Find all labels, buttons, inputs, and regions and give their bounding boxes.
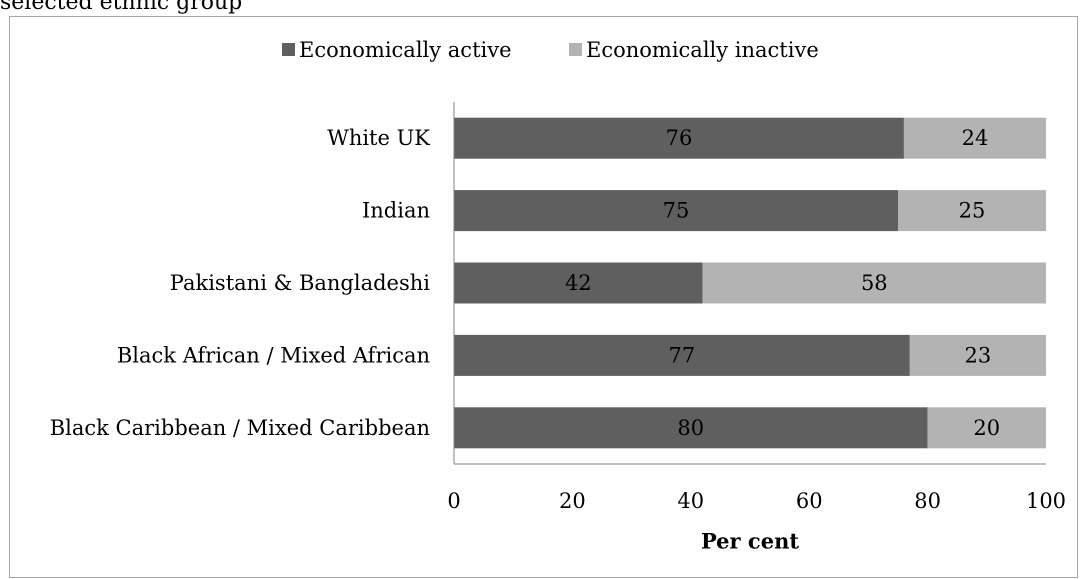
legend-swatch-active xyxy=(282,43,295,56)
bar-inactive-0 xyxy=(903,117,1046,159)
bar-active-1 xyxy=(454,190,898,232)
bar-active-0 xyxy=(454,117,904,159)
x-tick-label-0: 0 xyxy=(447,489,460,513)
x-tick-label-2: 40 xyxy=(677,489,704,513)
data-label-active-3: 77 xyxy=(669,343,696,367)
x-axis-title: Per cent xyxy=(701,529,799,554)
data-label-inactive-0: 24 xyxy=(962,126,989,150)
bar-inactive-3 xyxy=(909,334,1046,376)
x-tick-label-1: 20 xyxy=(559,489,586,513)
legend-label-inactive: Economically inactive xyxy=(586,38,819,62)
data-label-active-0: 76 xyxy=(666,126,693,150)
data-label-active-4: 80 xyxy=(677,416,704,440)
legend-label-active: Economically active xyxy=(299,38,512,62)
x-tick-label-3: 60 xyxy=(796,489,823,513)
axes xyxy=(453,102,1046,465)
data-label-active-1: 75 xyxy=(663,199,690,223)
bar-active-3 xyxy=(454,334,910,376)
category-label-4: Black Caribbean / Mixed Caribbean xyxy=(50,416,430,440)
x-tick-label-5: 100 xyxy=(1026,489,1066,513)
category-label-3: Black African / Mixed African xyxy=(117,343,430,367)
data-label-inactive-4: 20 xyxy=(973,416,1000,440)
labels: 76 24 White UK 75 25 Indian 42 58 Pakistani & Ba… xyxy=(50,126,1066,553)
chart-caption: selected ethnic group xyxy=(0,0,243,15)
data-label-inactive-3: 23 xyxy=(965,343,992,367)
bar-active-4 xyxy=(454,407,928,449)
bar-inactive-4 xyxy=(927,407,1046,449)
x-tick-label-4: 80 xyxy=(914,489,941,513)
bar-active-2 xyxy=(454,262,703,304)
category-label-0: White UK xyxy=(327,126,430,150)
category-label-1: Indian xyxy=(362,199,430,223)
data-label-inactive-2: 58 xyxy=(861,271,888,295)
category-label-2: Pakistani & Bangladeshi xyxy=(170,271,430,295)
data-label-active-2: 42 xyxy=(565,271,592,295)
bars xyxy=(454,117,1046,449)
legend-swatch-inactive xyxy=(569,43,582,56)
bar-inactive-2 xyxy=(702,262,1046,304)
legend: Economically active Economically inactive xyxy=(282,38,819,62)
data-label-inactive-1: 25 xyxy=(959,199,986,223)
bar-inactive-1 xyxy=(898,190,1046,232)
